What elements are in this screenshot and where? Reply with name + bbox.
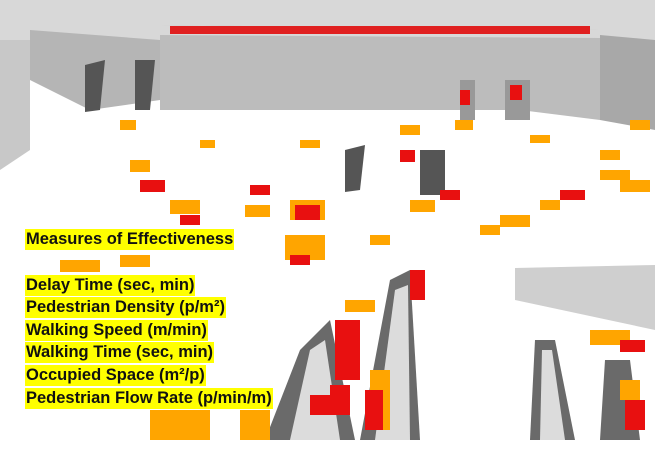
density-tile [400, 150, 415, 162]
legend-item-walking-time: Walking Time (sec, min) [25, 342, 215, 364]
density-tile [170, 200, 200, 214]
density-tile [560, 190, 585, 200]
density-tile [130, 160, 150, 172]
density-tile [400, 125, 420, 135]
density-tile [600, 150, 620, 160]
measures-of-effectiveness-legend: Measures of Effectiveness Delay Time (se… [25, 229, 273, 410]
density-tile [150, 410, 210, 440]
density-tile [540, 200, 560, 210]
density-tile [250, 185, 270, 195]
density-tile [240, 410, 270, 440]
density-tile [140, 180, 165, 192]
density-tiles [60, 85, 650, 440]
density-tile [120, 255, 150, 267]
density-tile [410, 200, 435, 212]
density-tile [60, 260, 100, 272]
density-tile [120, 120, 136, 130]
density-tile [530, 135, 550, 143]
density-tile [500, 215, 530, 227]
density-tile [620, 380, 640, 400]
density-tile [410, 270, 425, 300]
density-tile [335, 320, 360, 380]
density-tile [510, 85, 522, 100]
density-tile [440, 190, 460, 200]
density-tile [630, 120, 650, 130]
density-tile [245, 205, 270, 217]
density-tile [620, 180, 650, 192]
density-tile [300, 140, 320, 148]
density-tile [200, 140, 215, 148]
density-tile [455, 120, 473, 130]
legend-item-pedestrian-flow-rate: Pedestrian Flow Rate (p/min/m) [25, 387, 273, 409]
density-tile [620, 340, 645, 352]
density-tile [370, 235, 390, 245]
density-tile [625, 400, 645, 430]
density-tile [310, 395, 335, 415]
density-tile [600, 170, 630, 180]
legend-title: Measures of Effectiveness [25, 229, 235, 250]
legend-item-walking-speed: Walking Speed (m/min) [25, 319, 208, 341]
density-tile [345, 300, 375, 312]
density-tile [290, 255, 310, 265]
density-tile [480, 225, 500, 235]
density-tile [365, 390, 383, 430]
density-tile [460, 90, 470, 105]
density-tile [180, 215, 200, 225]
legend-item-pedestrian-density: Pedestrian Density (p/m²) [25, 297, 226, 319]
density-tile [295, 205, 320, 220]
legend-item-occupied-space: Occupied Space (m²/p) [25, 364, 206, 386]
legend-item-delay-time: Delay Time (sec, min) [25, 274, 196, 296]
